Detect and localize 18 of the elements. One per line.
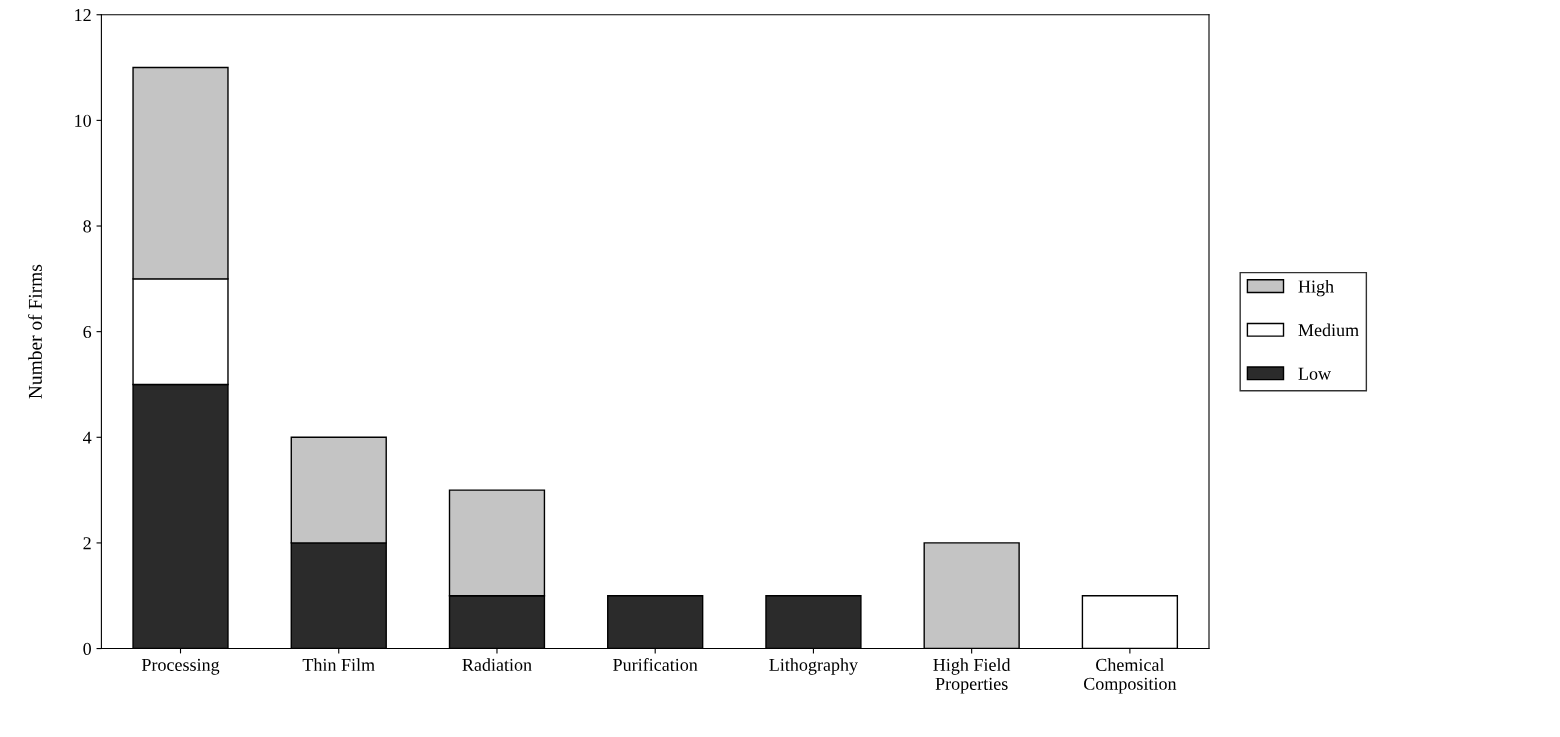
y-tick-label: 0	[83, 642, 91, 655]
y-axis-title: Number of Firms	[28, 264, 42, 399]
y-tick-label: 8	[83, 220, 91, 233]
y-tick-label: 10	[75, 114, 91, 127]
x-tick-label: High Field Properties	[933, 658, 1011, 694]
x-tick-label: Radiation	[462, 658, 532, 671]
x-tick-label: Thin Film	[302, 658, 375, 671]
y-tick-label: 12	[75, 9, 91, 21]
x-tick-label: Lithography	[769, 658, 858, 675]
y-tick-label: 2	[83, 537, 91, 550]
legend-label: Low	[1298, 367, 1331, 380]
x-tick-label: Chemical Composition	[1083, 658, 1177, 694]
legend-label: Medium	[1298, 323, 1359, 337]
x-tick-label: Purification	[613, 658, 698, 671]
y-tick-label: 6	[83, 325, 92, 339]
x-tick-label: Processing	[141, 658, 220, 675]
legend-label: High	[1298, 279, 1334, 297]
y-tick-label: 4	[83, 431, 92, 444]
